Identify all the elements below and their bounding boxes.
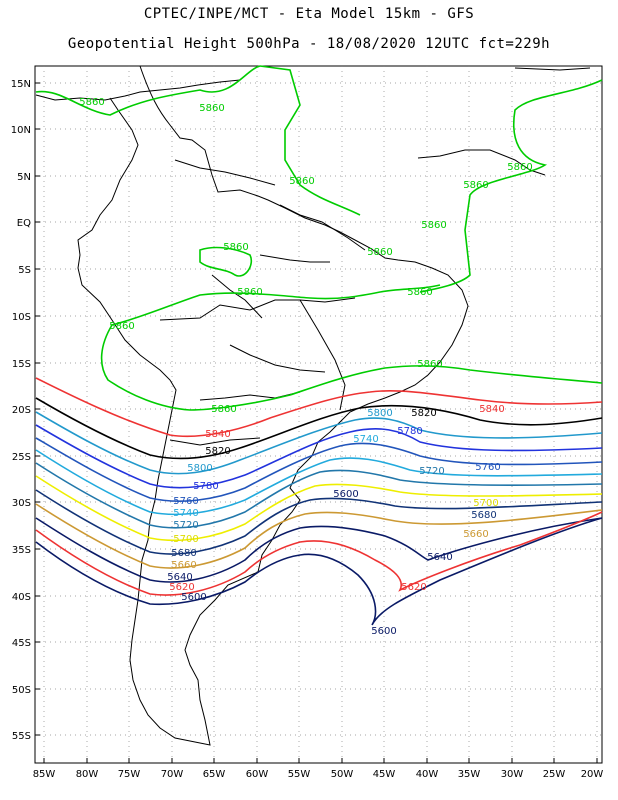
contour-label: 5820 [411,408,436,419]
lon-label: 35W [458,769,481,780]
contour-label: 5760 [173,496,198,507]
contour-5860-amazon [199,246,253,277]
contour-label: 5860 [109,321,134,332]
contour-5680 [35,489,603,555]
contour-5760 [35,437,603,502]
lat-label: 10S [12,312,31,323]
contour-5860-caribbean [259,65,361,216]
contour-5600 [35,517,603,626]
lon-label: 60W [246,769,269,780]
lon-label: 85W [33,769,56,780]
contour-label: 5700 [173,534,198,545]
contour-label: 5660 [463,529,488,540]
contour-label: 5640 [167,572,192,583]
contour-5660 [35,503,603,569]
lon-label: 30W [501,769,524,780]
contour-label: 5740 [353,434,378,445]
contour-label: 5720 [419,466,444,477]
lon-label: 80W [76,769,99,780]
map-frame [34,65,603,764]
contour-5740 [35,449,603,516]
title-line-1: CPTEC/INPE/MCT - Eta Model 15km - GFS [143,6,475,22]
contour-label: 5860 [463,180,488,191]
contour-label: 5800 [367,408,392,419]
lon-label: 75W [118,769,141,780]
contour-label: 5860 [417,359,442,370]
contour-label: 5600 [371,626,396,637]
lon-label: 40W [416,769,439,780]
contour-label: 5860 [237,287,262,298]
contour-5720 [35,462,603,529]
lat-label: 10N [11,125,31,136]
contour-label: 5780 [397,426,422,437]
contour-label: 5760 [475,462,500,473]
lat-label: 45S [12,638,31,649]
contour-5860-atlantic [419,79,603,293]
contour-label: 5720 [173,520,198,531]
longitude-labels: 85W 80W 75W 70W 65W 60W 55W 50W 45W 40W … [33,769,604,780]
contour-label: 5860 [507,162,532,173]
contour-label: 5780 [193,481,218,492]
height-contours [35,65,603,626]
contour-label: 5840 [479,404,504,415]
contour-label: 5620 [169,582,194,593]
contour-label: 5860 [421,220,446,231]
graticule [35,66,602,763]
lat-label: EQ [17,218,31,229]
contour-label: 5600 [181,592,206,603]
lat-label: 35S [12,545,31,556]
contour-label: 5860 [367,247,392,258]
lon-label: 50W [331,769,354,780]
contour-label: 5840 [205,429,230,440]
title-line-2: Geopotential Height 500hPa - 18/08/2020 … [67,36,551,52]
contour-label: 5860 [211,404,236,415]
lon-label: 65W [203,769,226,780]
contour-label: 5860 [289,176,314,187]
contour-label: 5660 [171,560,196,571]
contour-label: 5600 [333,489,358,500]
coastlines [35,65,591,746]
lat-label: 55S [12,731,31,742]
contour-label: 5800 [187,463,212,474]
contour-label: 5740 [173,508,198,519]
contour-5640 [35,517,603,583]
contour-5860-north [35,65,261,116]
contour-5820 [35,397,603,460]
lat-label: 40S [12,592,31,603]
lon-label: 20W [581,769,604,780]
contour-label: 5820 [205,446,230,457]
lat-label: 30S [12,498,31,509]
lon-label: 45W [373,769,396,780]
contour-5620 [35,511,603,596]
lat-label: 5S [18,265,31,276]
contour-label: 5860 [199,103,224,114]
latitude-labels: 15N 10N 5N EQ 5S 10S 15S 20S 25S 30S 35S… [11,79,31,742]
contour-label: 5860 [79,97,104,108]
contour-5840 [35,377,603,438]
lat-label: 15S [12,359,31,370]
contour-label: 5640 [427,552,452,563]
lat-label: 25S [12,452,31,463]
lat-label: 50S [12,685,31,696]
contour-label: 5620 [401,582,426,593]
lat-label: 20S [12,405,31,416]
lon-label: 70W [161,769,184,780]
contour-label: 5860 [223,242,248,253]
contour-label: 5680 [471,510,496,521]
axis-ticks [35,82,598,763]
lon-label: 55W [288,769,311,780]
contour-labels: 5860 5860 5860 5860 5860 5860 5860 5860 … [79,97,532,637]
contour-5860-main [100,284,603,411]
lat-label: 15N [11,79,31,90]
lat-label: 5N [17,172,31,183]
lon-label: 25W [543,769,566,780]
contour-label: 5700 [473,498,498,509]
contour-label: 5860 [407,287,432,298]
contour-label: 5680 [171,548,196,559]
contour-5700 [35,475,603,542]
contour-5800 [35,411,603,475]
contour-5780 [35,424,603,489]
